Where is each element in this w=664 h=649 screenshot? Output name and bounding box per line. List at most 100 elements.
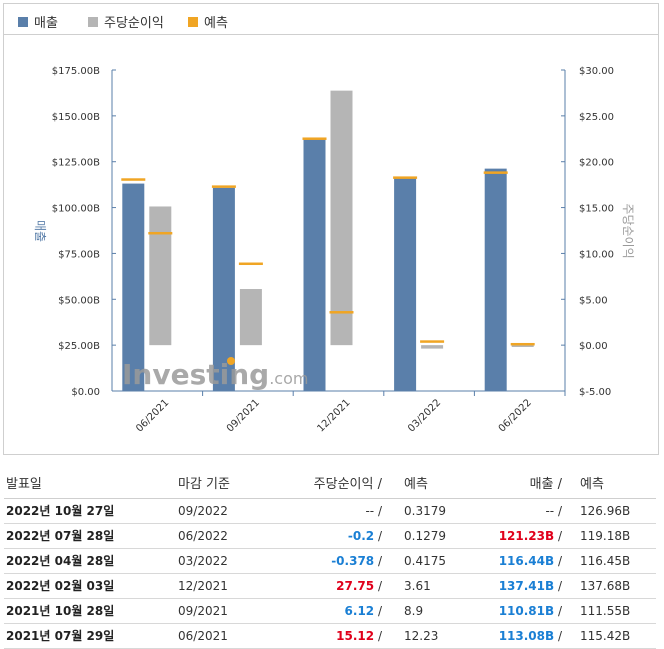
revenue-actual-cell: 116.44B / <box>498 554 562 568</box>
release-date-cell: 2022년 07월 28일 <box>6 524 114 548</box>
right-tick-label: $-5.00 <box>579 387 611 398</box>
period-cell-value: 12/2021 <box>178 579 228 593</box>
release-date-cell: 2022년 10월 27일 <box>6 499 114 523</box>
eps-forecast-cell: 3.61 <box>404 574 431 598</box>
revenue-actual-cell: 110.81B / <box>498 604 562 618</box>
header-eps-forecast: 예측 <box>404 477 428 492</box>
release-date-cell-value: 2021년 07월 29일 <box>6 629 115 643</box>
revenue-forecast-mark <box>211 185 236 188</box>
revenue-forecast-cell: 137.68B <box>580 574 630 598</box>
revenue-forecast-cell: 111.55B <box>580 599 630 623</box>
release-date-cell: 2021년 07월 29일 <box>6 624 114 648</box>
revenue-actual-cell: 137.41B / <box>498 579 562 593</box>
revenue-forecast-cell-value: 119.18B <box>580 529 631 543</box>
left-tick-label: $175.00B <box>52 66 100 77</box>
revenue-actual-cell: -- / <box>545 504 562 518</box>
revenue-bar <box>303 138 326 391</box>
revenue-forecast-cell-value: 137.68B <box>580 579 631 593</box>
revenue-bar <box>484 168 507 391</box>
right-tick-label: $30.00 <box>579 66 614 77</box>
header-revenue: 매출 / <box>529 477 562 492</box>
release-date-cell-value: 2022년 10월 27일 <box>6 504 115 518</box>
eps-swatch-icon <box>88 16 98 27</box>
revenue-bar <box>212 187 235 391</box>
revenue-forecast-mark <box>302 137 327 140</box>
revenue-forecast-mark <box>121 178 146 181</box>
table-row: 2022년 10월 27일 09/2022 -- / 0.3179 -- / 126.96… <box>4 499 656 524</box>
revenue-forecast-cell-value: 115.42B <box>580 629 631 643</box>
revenue-actual-cell-value: 121.23B <box>498 529 555 543</box>
eps-actual-cell-value: 27.75 <box>336 579 375 593</box>
right-axis-title: 주당순이익 <box>621 203 635 258</box>
watermark-domain: .com <box>269 369 308 388</box>
legend-item-eps[interactable]: 주당순이익 <box>88 12 164 31</box>
eps-actual-cell-value: -- <box>365 504 375 518</box>
eps-actual-cell-value: -0.378 <box>331 554 375 568</box>
table-header-row: 발표일 마감 기준 주당순이익 / 예측 매출 / 예측 <box>4 472 656 499</box>
eps-actual-cell-value: -0.2 <box>347 529 375 543</box>
eps-actual-cell: -0.378 / <box>331 554 382 568</box>
eps-forecast-mark <box>148 231 173 235</box>
period-cell: 03/2022 <box>178 549 228 573</box>
table-row: 2022년 02월 03일 12/2021 27.75 / 3.61 137.41B /… <box>4 574 656 599</box>
revenue-forecast-cell-value: 126.96B <box>580 504 631 518</box>
earnings-table: 발표일 마감 기준 주당순이익 / 예측 매출 / 예측 2022년 10월 2… <box>4 472 656 649</box>
x-tick-label: 09/2021 <box>225 397 262 434</box>
legend-item-forecast[interactable]: 예측 <box>188 12 228 31</box>
x-tick-label: 12/2021 <box>315 397 352 434</box>
release-date-cell-value: 2022년 04월 28일 <box>6 554 115 568</box>
earnings-chart: $0.00 $25.00B $50.00B $75.00B $100.00B $125.0… <box>33 66 635 434</box>
revenue-swatch-icon <box>18 16 28 27</box>
revenue-actual-cell-value: -- <box>545 504 555 518</box>
header-revenue-forecast: 예측 <box>580 477 604 492</box>
table-row: 2022년 04월 28일 03/2022 -0.378 / 0.4175 116.44… <box>4 549 656 574</box>
period-cell: 12/2021 <box>178 574 228 598</box>
release-date-cell-value: 2021년 10월 28일 <box>6 604 115 618</box>
revenue-forecast-cell: 115.42B <box>580 624 630 648</box>
eps-bar <box>239 289 262 346</box>
eps-forecast-cell: 0.4175 <box>404 549 446 573</box>
header-eps: 주당순이익 / <box>313 477 382 492</box>
x-tick-label: 06/2022 <box>497 397 534 434</box>
eps-forecast-cell-value: 0.3179 <box>404 504 446 518</box>
eps-forecast-cell: 0.3179 <box>404 499 446 523</box>
eps-forecast-cell: 0.1279 <box>404 524 446 548</box>
eps-actual-cell-value: 15.12 <box>336 629 375 643</box>
release-date-cell: 2022년 04월 28일 <box>6 549 114 573</box>
eps-bar <box>149 206 172 346</box>
eps-forecast-cell-value: 0.1279 <box>404 529 446 543</box>
watermark-logo: Investing.com <box>122 358 308 391</box>
left-tick-label: $50.00B <box>58 295 100 306</box>
x-tick-label: 06/2021 <box>134 397 171 434</box>
eps-actual-cell: -- / <box>365 504 382 518</box>
period-cell-value: 09/2022 <box>178 504 228 518</box>
eps-forecast-cell-value: 12.23 <box>404 629 439 643</box>
left-tick-label: $125.00B <box>52 158 100 169</box>
watermark-dot-icon <box>227 357 235 365</box>
release-date-cell: 2022년 02월 03일 <box>6 574 114 598</box>
eps-bar <box>421 345 444 349</box>
period-cell: 09/2021 <box>178 599 228 623</box>
revenue-forecast-mark <box>393 176 418 179</box>
eps-bar <box>511 345 534 347</box>
revenue-actual-cell-value: 137.41B <box>498 579 555 593</box>
watermark-brand: Investing <box>122 358 269 391</box>
right-tick-label: $25.00 <box>579 112 614 123</box>
eps-forecast-mark <box>238 262 263 266</box>
period-cell: 09/2022 <box>178 499 228 523</box>
table-row: 2021년 10월 28일 09/2021 6.12 /8.9 110.81B /11… <box>4 599 656 624</box>
revenue-bar <box>394 177 417 391</box>
period-cell: 06/2021 <box>178 624 228 648</box>
legend-item-revenue[interactable]: 매출 <box>18 12 58 31</box>
eps-forecast-mark <box>420 340 445 343</box>
revenue-forecast-cell: 126.96B <box>580 499 630 523</box>
period-cell: 06/2022 <box>178 524 228 548</box>
right-tick-label: $20.00 <box>579 158 614 169</box>
left-tick-label: $100.00B <box>52 204 100 215</box>
chart-legend: 매출 주당순이익 예측 <box>4 4 658 35</box>
eps-forecast-cell: 8.9 <box>404 599 423 623</box>
revenue-forecast-cell-value: 111.55B <box>580 604 631 618</box>
table-row: 2022년 07월 28일 06/2022 -0.2 / 0.1279 121.23B … <box>4 524 656 549</box>
header-revenue-label: 매출 <box>529 477 554 492</box>
header-eps-label: 주당순이익 <box>313 477 374 492</box>
